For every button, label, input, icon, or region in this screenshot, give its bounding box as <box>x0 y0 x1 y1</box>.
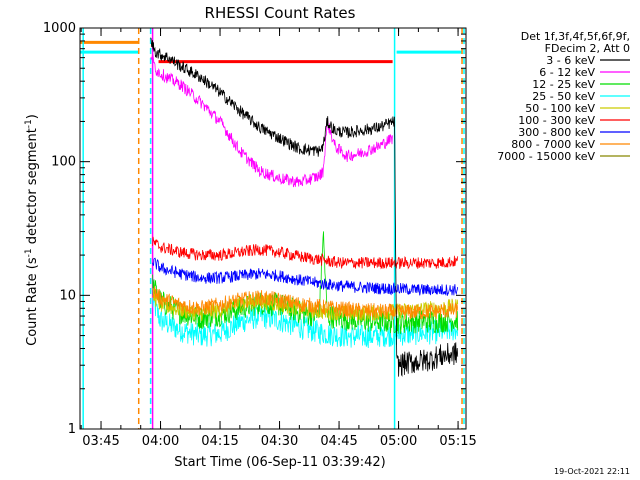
legend-label-1: 6 - 12 keV <box>539 66 595 79</box>
y-axis-label-part-2: detector segment <box>25 128 40 248</box>
series-line-7 <box>152 286 459 320</box>
plot-frame <box>79 27 467 430</box>
series-line-5 <box>152 236 459 270</box>
x-tick-label-0: 03:45 <box>82 434 119 449</box>
legend-label-2: 12 - 25 keV <box>532 78 595 91</box>
plot-layer <box>80 28 465 429</box>
legend-label-8: 7000 - 15000 keV <box>497 150 595 163</box>
y-axis-label-part-3: ) <box>25 114 40 119</box>
y-tick-label-2: 100 <box>51 155 76 170</box>
legend-header-line-1: Det 1f,3f,4f,5f,6f,9f, <box>521 30 630 43</box>
y-axis-label-sup-2: -1 <box>24 119 34 128</box>
series-line-6 <box>152 257 459 296</box>
legend-label-4: 50 - 100 keV <box>525 102 595 115</box>
x-tick-label-5: 05:00 <box>380 434 417 449</box>
legend-header-line-2: FDecim 2, Att 0 <box>545 42 630 55</box>
y-tick-label-3: 1000 <box>43 21 76 36</box>
y-tick-label-0: 1 <box>68 422 76 437</box>
x-tick-label-1: 04:00 <box>142 434 179 449</box>
x-axis-label: Start Time (06-Sep-11 03:39:42) <box>174 455 385 470</box>
legend-label-7: 800 - 7000 keV <box>511 138 595 151</box>
y-axis-label-sup-1: -1 <box>24 248 34 257</box>
generation-timestamp: 19-Oct-2021 22:11 <box>554 467 630 476</box>
series-line-0 <box>150 37 459 377</box>
series-line-1 <box>150 52 393 188</box>
x-tick-label-2: 04:15 <box>201 434 238 449</box>
axes-layer: 1 10 100 1000 03:45 04:00 04:15 04:30 04:45 05:00… <box>43 21 477 449</box>
y-axis-label: Count Rate (s-1 detector segment-1) <box>24 114 40 346</box>
legend-label-6: 300 - 800 keV <box>518 126 595 139</box>
x-tick-label-4: 04:45 <box>320 434 357 449</box>
legend-label-0: 3 - 6 keV <box>546 54 595 67</box>
series-line-2 <box>152 231 459 334</box>
legend-label-3: 25 - 50 keV <box>532 90 595 103</box>
legend: Det 1f,3f,4f,5f,6f,9f, FDecim 2, Att 0 3… <box>497 30 630 163</box>
x-tick-label-3: 04:30 <box>261 434 298 449</box>
x-tick-label-6: 05:15 <box>439 434 476 449</box>
legend-label-5: 100 - 300 keV <box>518 114 595 127</box>
y-axis-label-part-1: Count Rate (s <box>25 257 40 346</box>
chart-title: RHESSI Count Rates <box>205 4 356 22</box>
y-tick-label-1: 10 <box>59 288 76 303</box>
series-line-3 <box>152 292 459 349</box>
